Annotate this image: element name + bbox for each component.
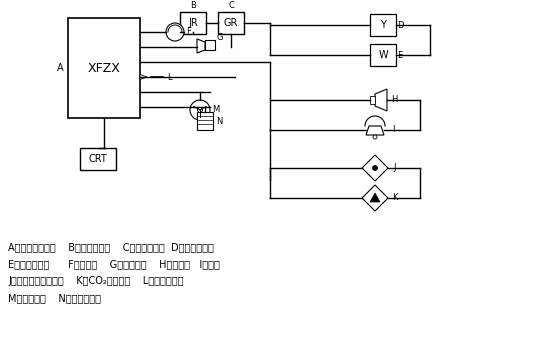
Polygon shape [140, 75, 147, 80]
Text: GR: GR [224, 18, 238, 28]
Text: W: W [378, 50, 388, 60]
Bar [370, 14, 396, 36]
Text: K: K [392, 194, 398, 202]
Circle shape [373, 135, 377, 139]
Text: C: C [228, 1, 234, 11]
Text: G: G [217, 33, 224, 43]
Bar [197, 112, 213, 130]
Text: B: B [190, 1, 196, 11]
Polygon shape [197, 39, 205, 53]
Text: A、消防控制中心    B、报警控制器    C、楼层显示器  D、感烟探测器: A、消防控制中心 B、报警控制器 C、楼层显示器 D、感烟探测器 [8, 242, 214, 252]
Text: H: H [391, 95, 397, 105]
Circle shape [197, 107, 202, 113]
Text: A: A [57, 63, 63, 73]
Text: M: M [212, 106, 220, 114]
Bar [80, 148, 116, 170]
Text: Y: Y [380, 20, 386, 30]
Polygon shape [362, 185, 388, 211]
Bar [370, 96, 375, 104]
Text: CRT: CRT [88, 154, 107, 164]
Text: D: D [397, 20, 403, 30]
Circle shape [373, 165, 378, 170]
Text: J、自动喷水灭火系统    K、CO₂灭火系统    L、疏散指示灯: J、自动喷水灭火系统 K、CO₂灭火系统 L、疏散指示灯 [8, 276, 183, 286]
Text: F: F [187, 27, 191, 37]
Bar [68, 18, 140, 118]
Polygon shape [366, 126, 384, 135]
Bar [180, 12, 206, 34]
Bar [205, 40, 215, 50]
Circle shape [190, 100, 210, 120]
Text: JR: JR [188, 18, 198, 28]
Text: E、感温探测器      F、通风口    G、消防广播    H、扬声器   I、电话: E、感温探测器 F、通风口 G、消防广播 H、扬声器 I、电话 [8, 259, 220, 269]
Text: I: I [392, 126, 394, 134]
Polygon shape [375, 89, 387, 111]
Polygon shape [362, 155, 388, 181]
Text: J: J [394, 163, 396, 172]
Polygon shape [370, 193, 380, 202]
Bar [218, 12, 244, 34]
Bar [370, 44, 396, 66]
Text: M、消防水泵    N、防火卷帘门: M、消防水泵 N、防火卷帘门 [8, 293, 101, 303]
Circle shape [166, 23, 184, 41]
Text: E: E [398, 50, 403, 59]
Text: XFZX: XFZX [87, 62, 121, 75]
Text: L: L [167, 73, 171, 82]
Text: N: N [216, 117, 222, 126]
